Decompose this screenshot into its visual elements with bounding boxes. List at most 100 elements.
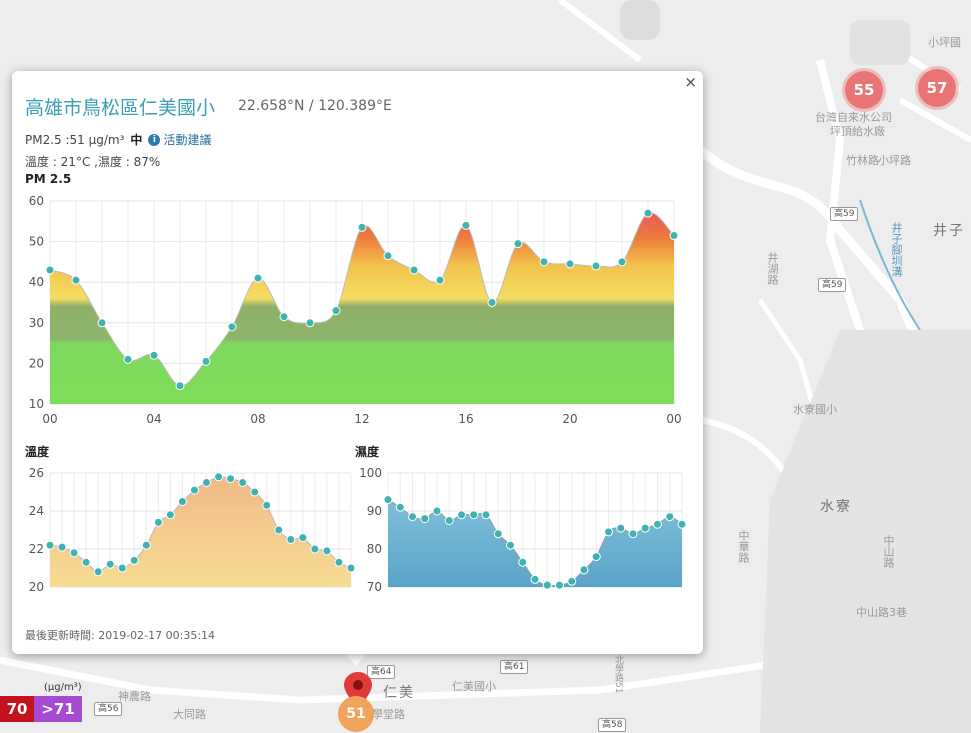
data-point[interactable] (640, 523, 650, 533)
data-point[interactable] (202, 478, 212, 487)
data-point[interactable] (591, 261, 601, 271)
data-point[interactable] (530, 574, 540, 584)
data-point[interactable] (513, 239, 523, 249)
data-point[interactable] (153, 517, 163, 527)
data-point[interactable] (201, 356, 211, 366)
data-point[interactable] (253, 273, 263, 283)
data-point[interactable] (71, 275, 81, 285)
data-point[interactable] (461, 220, 471, 230)
activity-advice-link[interactable]: 活動建議 (163, 133, 212, 147)
station-cluster[interactable]: 55 (845, 71, 883, 109)
data-point[interactable] (57, 542, 67, 552)
data-point[interactable] (97, 318, 107, 328)
data-point[interactable] (518, 557, 528, 567)
data-point[interactable] (444, 516, 454, 525)
series-area (50, 476, 351, 587)
data-point[interactable] (383, 495, 393, 505)
data-point[interactable] (105, 559, 115, 569)
data-point[interactable] (669, 231, 679, 241)
road-badge: 高58 (598, 718, 627, 732)
data-point[interactable] (408, 512, 417, 522)
data-point[interactable] (457, 510, 466, 520)
data-point[interactable] (165, 510, 175, 520)
data-point[interactable] (481, 510, 491, 520)
data-point[interactable] (149, 350, 159, 360)
data-point[interactable] (653, 519, 662, 529)
road-badge: 高64 (367, 665, 396, 679)
data-point[interactable] (310, 544, 320, 554)
data-point[interactable] (395, 502, 405, 512)
data-point[interactable] (506, 540, 515, 550)
pm25-chart[interactable]: 10 20 30 40 50 60 00 04 08 12 16 20 00 (12, 189, 703, 439)
data-point[interactable] (177, 497, 187, 506)
data-point[interactable] (331, 306, 341, 316)
x-tick-label: 04 (146, 412, 161, 426)
data-point[interactable] (643, 208, 653, 218)
data-point[interactable] (617, 257, 627, 267)
map-label-datong: 大同路 (173, 708, 206, 721)
data-point[interactable] (591, 552, 601, 562)
y-tick-label: 100 (359, 466, 382, 480)
data-point[interactable] (45, 265, 55, 275)
data-point[interactable] (189, 485, 199, 495)
data-point[interactable] (432, 506, 442, 516)
data-point[interactable] (616, 523, 626, 533)
data-point[interactable] (250, 487, 260, 497)
info-icon[interactable]: i (148, 133, 161, 146)
data-point[interactable] (214, 472, 224, 482)
data-point[interactable] (555, 580, 564, 590)
data-point[interactable] (45, 540, 55, 550)
station-marker[interactable]: 51 (338, 696, 374, 732)
data-point[interactable] (69, 548, 79, 558)
data-point[interactable] (677, 519, 687, 529)
temperature-chart[interactable]: 20 22 24 26 (12, 461, 357, 611)
data-point[interactable] (141, 540, 151, 550)
data-point[interactable] (81, 557, 91, 567)
data-point[interactable] (279, 312, 289, 322)
data-point[interactable] (305, 318, 315, 328)
data-point[interactable] (665, 512, 675, 522)
station-cluster[interactable]: 57 (918, 69, 956, 107)
data-point[interactable] (322, 546, 332, 556)
humidity-chart[interactable]: 70 80 90 100 (342, 461, 687, 611)
data-point[interactable] (226, 474, 236, 484)
data-point[interactable] (487, 298, 497, 307)
map-label-xiaping: 小坪路 (878, 154, 911, 167)
data-point[interactable] (346, 563, 356, 573)
pm-value: PM2.5 :51 μg/m³ (25, 132, 125, 147)
data-point[interactable] (420, 514, 430, 524)
data-point[interactable] (539, 257, 549, 267)
data-point[interactable] (435, 275, 445, 285)
data-point[interactable] (565, 259, 575, 269)
data-point[interactable] (493, 529, 503, 539)
y-tick-label: 50 (29, 235, 44, 249)
data-point[interactable] (93, 567, 103, 577)
data-point[interactable] (129, 555, 139, 565)
data-point[interactable] (298, 533, 308, 543)
y-tick-label: 24 (29, 504, 44, 518)
data-point[interactable] (334, 557, 344, 567)
data-point[interactable] (628, 529, 638, 539)
data-point[interactable] (579, 565, 589, 575)
data-point[interactable] (175, 381, 185, 391)
data-point[interactable] (567, 576, 577, 586)
data-point[interactable] (238, 478, 248, 487)
data-point[interactable] (469, 510, 479, 520)
data-point[interactable] (604, 527, 613, 537)
close-button[interactable]: × (684, 73, 697, 91)
data-point[interactable] (286, 535, 296, 544)
data-point[interactable] (383, 251, 393, 261)
data-point[interactable] (117, 563, 127, 573)
data-point[interactable] (123, 354, 133, 364)
data-point[interactable] (274, 525, 284, 535)
map-label-beixue: 北學路51 (613, 655, 623, 694)
humidity-chart-title: 濕度 (355, 445, 380, 459)
pm-level: 中 (130, 133, 143, 147)
data-point[interactable] (542, 580, 552, 590)
data-point[interactable] (409, 265, 419, 275)
data-point[interactable] (227, 322, 237, 332)
map-label-zhonghua: 中華路 (737, 530, 750, 563)
series-area (50, 212, 674, 404)
data-point[interactable] (262, 500, 272, 510)
data-point[interactable] (357, 222, 367, 232)
